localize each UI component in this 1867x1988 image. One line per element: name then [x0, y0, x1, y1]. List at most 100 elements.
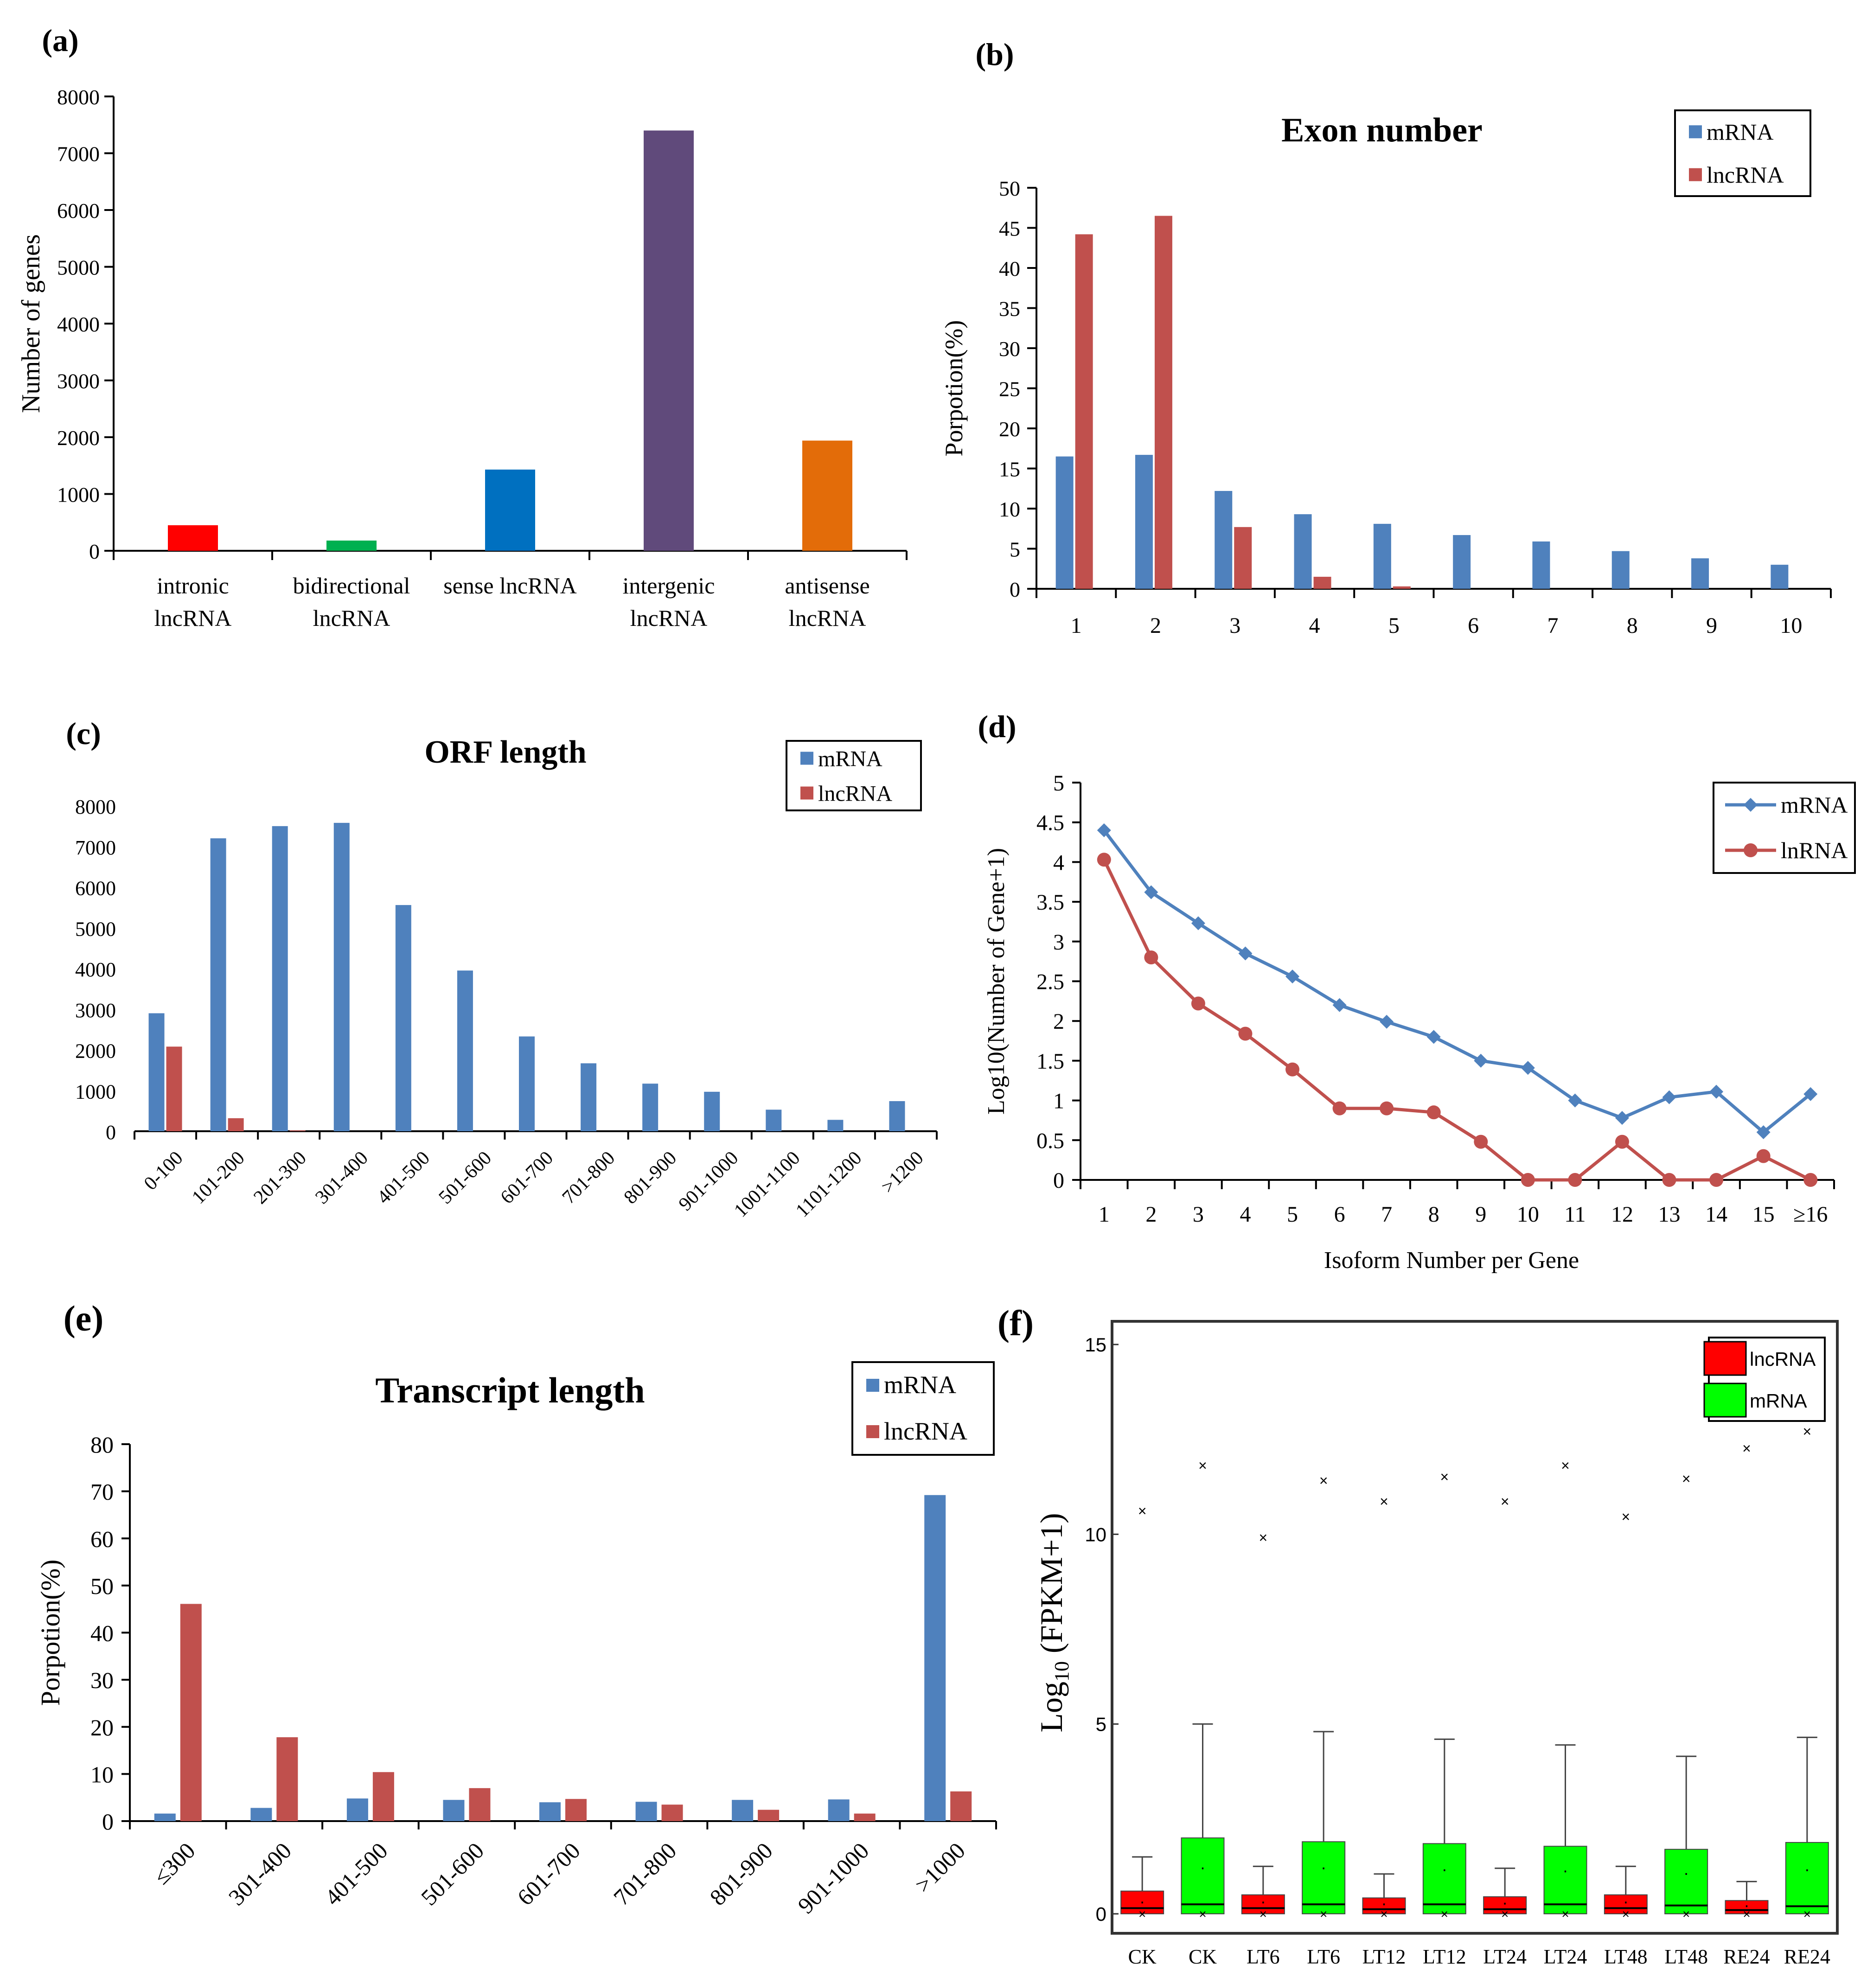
box-body-f	[1664, 1848, 1708, 1914]
x-tick-label-e: 501-600	[416, 1837, 489, 1910]
x-tick-label-d: 12	[1611, 1202, 1633, 1227]
bar-e-lncRNA-0	[180, 1604, 202, 1821]
bar-e-lncRNA-2	[372, 1772, 394, 1821]
mean-f: ·	[1139, 1892, 1145, 1911]
y-tick-label-c: 8000	[75, 796, 116, 818]
y-axis-title-b: Porpotion(%)	[940, 320, 968, 457]
point-d-mRNA-7	[1426, 1030, 1441, 1044]
x-tick-label-d: 15	[1752, 1202, 1775, 1227]
x-tick-label-c: 301-400	[311, 1147, 372, 1209]
bar-c-mRNA-2	[272, 826, 288, 1131]
mean-f: ·	[1381, 1894, 1387, 1913]
panel-label-d: (d)	[978, 709, 1016, 744]
bar-b-mRNA-8	[1691, 558, 1709, 589]
y-tick-label-d: 5	[1053, 771, 1064, 796]
y-tick-label-b: 0	[1010, 578, 1020, 601]
box-f-9: × × ·	[1664, 1471, 1708, 1921]
y-tick-label-d: 0.5	[1036, 1128, 1064, 1153]
legend-label-mRNA: mRNA	[884, 1371, 956, 1399]
point-d-lnRNA-12	[1662, 1173, 1676, 1187]
x-tick-label-a: lncRNA	[313, 605, 390, 631]
y-axis-title-e: Porpotion(%)	[35, 1560, 65, 1706]
y-tick-label-e: 80	[90, 1432, 114, 1458]
point-d-lnRNA-9	[1521, 1173, 1535, 1187]
y-tick-label-e: 50	[90, 1573, 114, 1599]
x-tick-label-d: 14	[1705, 1202, 1727, 1227]
y-tick-label-f: 10	[1085, 1523, 1106, 1545]
y-tick-label-d: 1.5	[1036, 1049, 1064, 1074]
box-f-6: ××·	[1483, 1493, 1527, 1921]
y-tick-label-e: 0	[102, 1809, 114, 1835]
x-tick-label-c: 801-900	[620, 1147, 681, 1209]
x-tick-label-f: LT24	[1544, 1945, 1587, 1968]
y-tick-label-f: 15	[1085, 1334, 1106, 1356]
box-f-5: × × ·	[1422, 1469, 1466, 1921]
bar-b-mRNA-2	[1215, 491, 1233, 589]
x-tick-label-a: sense lncRNA	[443, 573, 576, 599]
panel-label-a: (a)	[42, 23, 78, 58]
point-d-lnRNA-8	[1474, 1134, 1488, 1149]
point-d-mRNA-9	[1521, 1061, 1535, 1075]
bar-c-mRNA-6	[519, 1036, 535, 1131]
bar-a-3	[644, 130, 694, 551]
y-tick-label-a: 5000	[57, 256, 100, 280]
bar-e-lncRNA-8	[950, 1791, 972, 1821]
outlier-min-f: ×	[1803, 1907, 1811, 1921]
x-tick-label-a: lncRNA	[154, 605, 232, 631]
point-d-mRNA-10	[1568, 1093, 1582, 1108]
line-d-mRNA	[1102, 829, 1812, 1134]
legend-box	[1713, 782, 1856, 874]
bar-c-lncRNA-1	[228, 1118, 244, 1131]
x-tick-label-b: 9	[1706, 613, 1717, 638]
x-tick-label-b: 6	[1468, 613, 1479, 638]
box-f-0: ××·	[1120, 1503, 1164, 1921]
bar-e-mRNA-8	[924, 1495, 946, 1821]
outlier-max-f: ×	[1742, 1440, 1751, 1457]
point-d-lnRNA-5	[1332, 1101, 1347, 1115]
bar-a-2	[485, 469, 535, 551]
legend-label-lncRNA: lncRNA	[1707, 162, 1784, 188]
chart-title-b: Exon number	[1281, 111, 1483, 149]
bar-e-mRNA-3	[443, 1800, 465, 1821]
bar-c-mRNA-12	[889, 1101, 905, 1131]
y-tick-label-d: 2	[1053, 1009, 1064, 1034]
bar-e-lncRNA-7	[854, 1813, 876, 1821]
x-tick-label-d: 10	[1517, 1202, 1539, 1227]
outlier-min-f: ×	[1441, 1907, 1448, 1921]
outlier-max-f: ×	[1319, 1472, 1328, 1489]
outlier-min-f: ×	[1260, 1907, 1267, 1921]
x-tick-label-f: LT12	[1362, 1945, 1406, 1968]
y-tick-label-d: 3.5	[1036, 890, 1064, 915]
box-body-f	[1362, 1897, 1406, 1914]
y-tick-label-c: 3000	[75, 999, 116, 1022]
plot-frame-f	[1111, 1320, 1839, 1935]
x-tick-label-e: ≤300	[148, 1837, 200, 1889]
bar-b-lncRNA-2	[1234, 527, 1252, 589]
bar-b-mRNA-5	[1453, 535, 1471, 589]
x-tick-label-b: 7	[1547, 613, 1558, 638]
x-tick-label-a: intergenic	[623, 573, 715, 599]
x-tick-label-b: 3	[1229, 613, 1240, 638]
x-tick-label-e: 901-1000	[793, 1837, 874, 1918]
box-f-11: × × ·	[1785, 1423, 1829, 1921]
y-axis-title-d: Log10(Number of Gene+1)	[983, 848, 1010, 1115]
point-d-lnRNA-14	[1756, 1149, 1771, 1163]
box-f-10: ××·	[1725, 1440, 1769, 1921]
bar-c-mRNA-1	[210, 838, 226, 1131]
legend-label-mRNA: mRNA	[1781, 792, 1848, 818]
legend-label-lncRNA: lncRNA	[818, 782, 892, 806]
y-tick-label-a: 8000	[57, 85, 100, 109]
x-tick-label-e: 701-800	[608, 1837, 681, 1910]
outlier-max-f: ×	[1561, 1457, 1570, 1474]
bar-c-lncRNA-0	[166, 1046, 182, 1131]
bar-b-lncRNA-1	[1154, 216, 1172, 589]
point-d-lnRNA-15	[1803, 1173, 1818, 1187]
x-tick-label-f: LT6	[1247, 1945, 1280, 1968]
outlier-max-f: ×	[1380, 1493, 1388, 1510]
x-axis-title-d: Isoform Number per Gene	[1324, 1247, 1579, 1274]
x-tick-label-a: antisense	[785, 573, 870, 599]
bar-b-lncRNA-3	[1313, 577, 1331, 589]
outlier-min-f: ×	[1743, 1907, 1750, 1921]
bar-e-mRNA-7	[828, 1799, 850, 1821]
x-tick-label-f: LT12	[1423, 1945, 1466, 1968]
